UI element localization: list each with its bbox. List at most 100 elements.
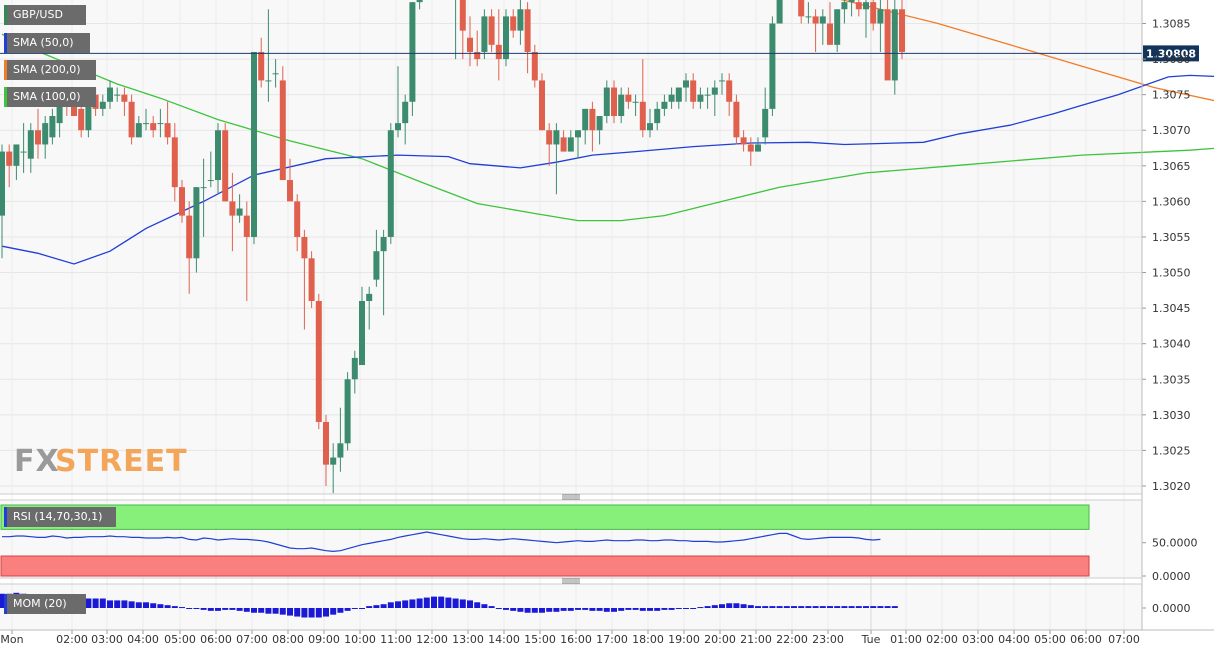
x-tick-label: 20:00	[704, 633, 736, 646]
x-tick-label: 03:00	[91, 633, 123, 646]
candle-body	[755, 144, 761, 152]
y-tick-label: 1.3050	[1152, 267, 1191, 280]
mom-bar	[222, 608, 229, 610]
candle-body	[819, 16, 826, 24]
mom-bar	[279, 608, 286, 615]
rsi-tick-label: 50.0000	[1152, 537, 1198, 550]
candle-body	[229, 201, 236, 216]
mom-bar	[200, 608, 207, 610]
x-tick-label: 19:00	[668, 633, 700, 646]
candle-body	[402, 101, 409, 124]
y-tick-label: 1.3085	[1152, 17, 1191, 30]
legend-symbol[interactable]: GBP/USD	[4, 5, 86, 25]
y-tick-label: 1.3075	[1152, 89, 1191, 102]
mom-bar	[582, 608, 589, 610]
mom-bar	[308, 608, 315, 618]
candle-body	[236, 208, 243, 216]
legend-sma50[interactable]: SMA (50,0)	[4, 33, 90, 53]
candle-body	[287, 180, 293, 202]
candle-body	[380, 236, 387, 252]
x-tick-label: 17:00	[596, 633, 628, 646]
y-tick-label: 1.3035	[1152, 373, 1191, 386]
candle-body	[488, 16, 495, 45]
mom-bar	[143, 602, 149, 608]
mom-bar	[215, 608, 221, 611]
candle-body	[654, 108, 661, 124]
mom-bar	[121, 600, 128, 608]
legend-sma200[interactable]: SMA (200,0)	[4, 60, 96, 80]
candle-body	[272, 73, 279, 75]
x-tick-label: 22:00	[776, 633, 808, 646]
y-tick-label: 1.3070	[1152, 124, 1191, 137]
legend-mom[interactable]: MOM (20)	[4, 594, 86, 614]
sma100-swatch	[4, 87, 7, 107]
candle-body	[747, 144, 754, 152]
mom-bar	[488, 606, 495, 608]
legend-symbol-label: GBP/USD	[13, 8, 63, 21]
mom-bar	[171, 606, 178, 608]
candle-body	[495, 44, 502, 60]
mom-bar	[639, 608, 646, 611]
candle-body	[625, 94, 632, 102]
candle-body	[373, 251, 380, 280]
panel-resize-handles[interactable]	[562, 494, 580, 584]
mom-bar	[380, 604, 387, 608]
mom-bar	[510, 608, 517, 611]
mom-bar	[99, 598, 106, 608]
mom-bar	[798, 606, 805, 608]
legend-rsi[interactable]: RSI (14,70,30,1)	[4, 507, 116, 527]
mom-bar	[243, 608, 250, 612]
mom-bar	[733, 603, 740, 608]
sma200-swatch	[4, 60, 7, 80]
legend-sma200-label: SMA (200,0)	[13, 63, 81, 76]
candle-body	[186, 215, 193, 259]
candle-body	[395, 123, 401, 131]
x-tick-label: 09:00	[308, 633, 340, 646]
x-tick-label: 21:00	[740, 633, 772, 646]
x-tick-label: 15:00	[524, 633, 556, 646]
mom-bar	[697, 607, 704, 609]
mom-bar	[474, 602, 481, 608]
candle-body	[359, 300, 365, 366]
candle-body	[596, 115, 603, 131]
candle-body	[776, 0, 783, 24]
rsi-tick-label: 0.0000	[1152, 570, 1191, 583]
mom-bar	[207, 608, 214, 611]
candle-body	[323, 421, 329, 465]
mom-bar	[683, 608, 689, 609]
mom-bar	[272, 608, 279, 614]
candle-body	[85, 94, 92, 131]
mom-bar	[632, 608, 639, 610]
mom-bar	[726, 603, 733, 608]
mom-bar	[531, 608, 538, 613]
candle-body	[560, 137, 567, 152]
mom-bar	[438, 596, 445, 608]
candle-body	[13, 144, 20, 166]
x-tick-label: 07:00	[236, 633, 268, 646]
mom-bar	[366, 606, 373, 608]
candle-body	[409, 2, 416, 102]
legend-sma100[interactable]: SMA (100,0)	[4, 87, 96, 107]
candle-body	[740, 137, 747, 145]
candle-body	[539, 80, 545, 131]
candle-body	[35, 130, 41, 145]
candle-body	[632, 101, 639, 103]
y-tick-label: 1.3080	[1152, 53, 1191, 66]
candle-body	[546, 130, 553, 145]
last-price-line: 1.30808	[0, 45, 1199, 62]
mom-bar	[193, 608, 200, 609]
candle-body	[503, 16, 509, 60]
mom-bar	[445, 597, 452, 608]
mom-tick-label: 0.0000	[1152, 602, 1191, 615]
candle-body	[762, 108, 769, 138]
candle-body	[517, 9, 524, 31]
mom-bar	[164, 605, 171, 608]
candle-body	[661, 101, 668, 109]
candle-body	[366, 293, 373, 301]
mom-bar	[186, 608, 193, 609]
candle-body	[49, 115, 56, 138]
mom-bar	[827, 606, 833, 608]
mom-bar	[855, 606, 862, 608]
mom-bar	[553, 608, 560, 612]
candle-body	[639, 101, 646, 131]
